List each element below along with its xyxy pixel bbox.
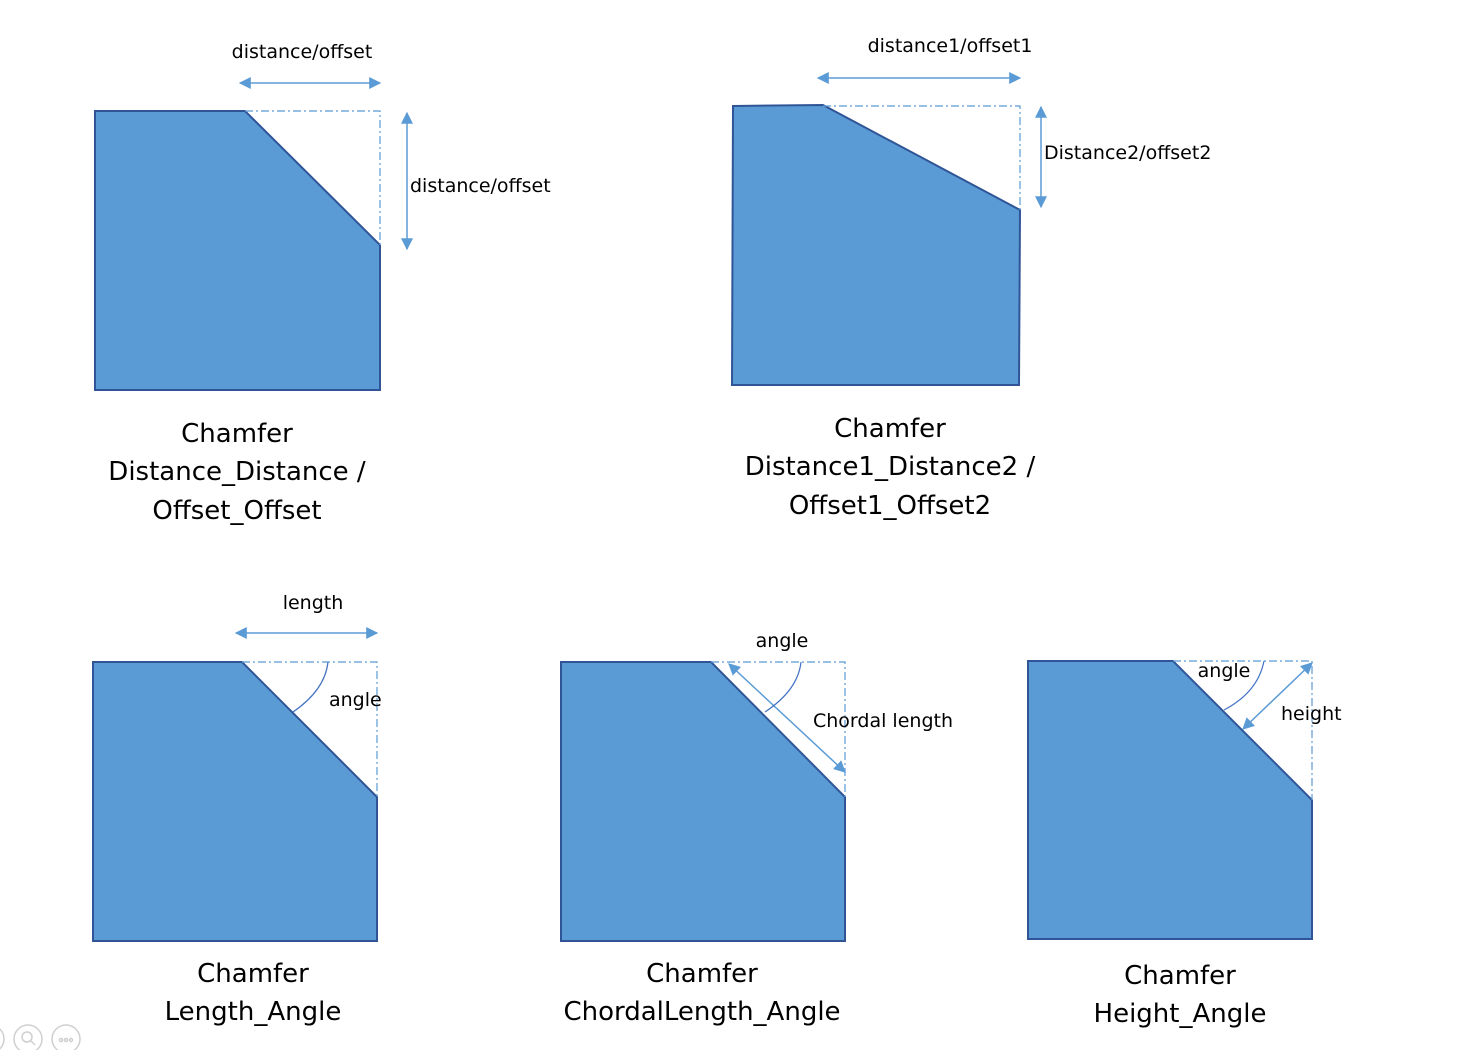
panel-title-line: Chamfer	[197, 959, 309, 989]
angle-arc	[292, 661, 329, 713]
panel-length-angle: length angle Chamfer Length_Angle	[92, 592, 382, 1027]
dimension-label-horizontal: distance/offset	[232, 41, 373, 63]
removed-corner-outline	[823, 105, 1021, 210]
panel-title-line: Height_Angle	[1094, 999, 1267, 1029]
panel-distance1-distance2: distance1/offset1 Distance2/offset2 Cham…	[730, 35, 1211, 521]
panel-title-line: Offset1_Offset2	[789, 491, 991, 521]
chamfered-block	[560, 661, 846, 942]
dimension-label-horizontal: distance1/offset1	[868, 35, 1033, 57]
panel-title-line: Chamfer	[1124, 961, 1236, 991]
dimension-label-chordal-length: Chordal length	[813, 710, 953, 732]
more-icon[interactable]	[51, 1024, 81, 1050]
removed-corner-outline	[1173, 660, 1313, 800]
removed-corner-outline	[245, 110, 381, 245]
panel-title-line: Chamfer	[834, 414, 946, 444]
panel-title-line: ChordalLength_Angle	[563, 997, 840, 1027]
removed-corner-outline	[242, 661, 378, 797]
panel-title-line: Offset_Offset	[152, 496, 321, 526]
panel-height-angle: angle height Chamfer Height_Angle	[1027, 660, 1342, 1029]
dimension-label-angle: angle	[756, 630, 809, 652]
chamfered-block	[730, 103, 1022, 386]
panel-title-line: Distance1_Distance2 /	[745, 452, 1036, 482]
dimension-label-angle: angle	[1198, 660, 1251, 682]
panel-title-line: Length_Angle	[165, 997, 342, 1027]
angle-arc	[764, 661, 802, 713]
panel-title-line: Chamfer	[181, 419, 293, 449]
height-dimension-arrow	[1242, 662, 1313, 730]
panel-chordallength-angle: angle Chordal length Chamfer ChordalLeng…	[560, 630, 953, 1027]
slide-controls	[0, 1024, 81, 1050]
dimension-label-angle: angle	[329, 689, 382, 711]
panel-distance-distance: distance/offset distance/offset Chamfer …	[94, 41, 551, 526]
dimension-label-vertical: distance/offset	[410, 175, 551, 197]
previous-icon[interactable]	[0, 1025, 5, 1050]
panel-title-line: Distance_Distance /	[108, 457, 366, 487]
chamfered-block	[94, 110, 381, 391]
dimension-label-length: length	[283, 592, 344, 614]
dimension-label-vertical: Distance2/offset2	[1044, 142, 1211, 164]
chordal-length-arrow	[728, 663, 846, 773]
angle-arc	[1223, 660, 1265, 711]
chamfered-block	[1027, 660, 1313, 940]
zoom-icon[interactable]	[13, 1024, 43, 1050]
chamfered-block	[92, 661, 378, 942]
dimension-label-height: height	[1281, 703, 1342, 725]
panel-title-line: Chamfer	[646, 959, 758, 989]
